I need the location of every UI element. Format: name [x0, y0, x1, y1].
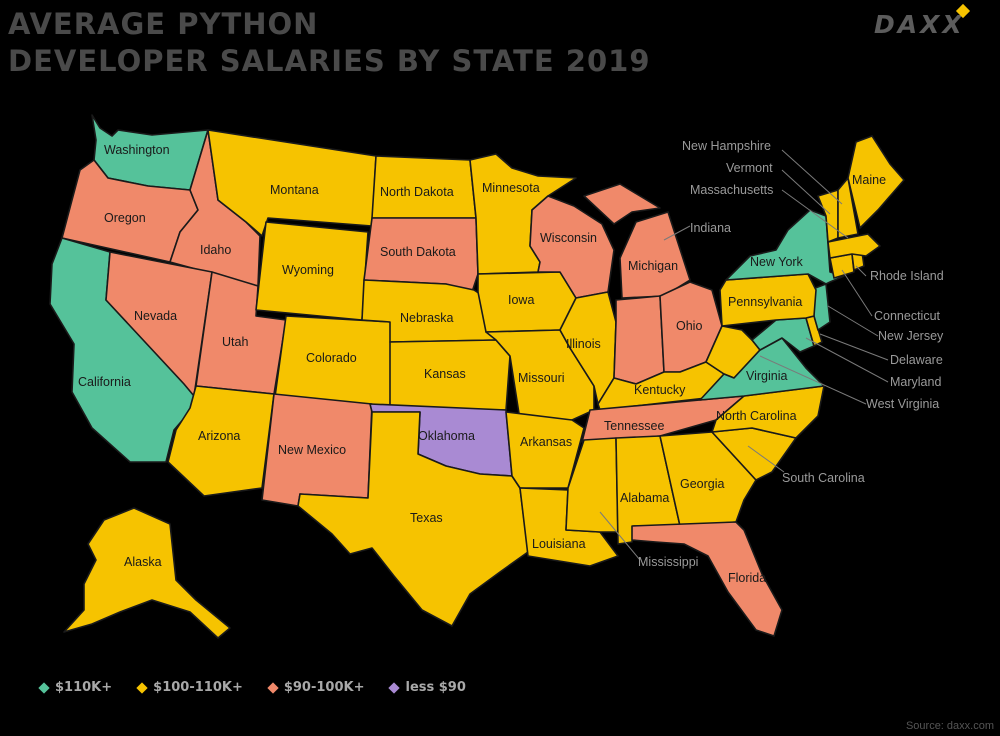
- label-missouri: Missouri: [518, 371, 565, 385]
- label-alabama: Alabama: [620, 491, 669, 505]
- state-florida[interactable]: [631, 521, 783, 637]
- label-maine: Maine: [852, 173, 886, 187]
- label-texas: Texas: [410, 511, 443, 525]
- label-wisconsin: Wisconsin: [540, 231, 597, 245]
- legend-label: $110K+: [55, 680, 113, 695]
- legend-item-less-90: less $90: [388, 680, 466, 695]
- label-pennsylvania: Pennsylvania: [728, 295, 802, 309]
- state-massachusetts[interactable]: [827, 233, 881, 259]
- label-ohio: Ohio: [676, 319, 702, 333]
- label-new-hampshire: New Hampshire: [682, 139, 771, 153]
- label-wyoming: Wyoming: [282, 263, 334, 277]
- label-illinois: Illinois: [566, 337, 601, 351]
- label-south-dakota: South Dakota: [380, 245, 456, 259]
- legend: $110K+ $100-110K+ $90-100K+ less $90: [38, 680, 466, 695]
- label-connecticut: Connecticut: [874, 309, 941, 323]
- legend-label: $90-100K+: [283, 680, 365, 695]
- source-credit: Source: daxx.com: [905, 720, 994, 732]
- map-title: AVERAGE PYTHON DEVELOPER SALARIES BY STA…: [8, 6, 651, 80]
- label-vermont: Vermont: [726, 161, 773, 175]
- daxx-logo: DAXX: [874, 3, 971, 40]
- label-delaware: Delaware: [890, 353, 943, 367]
- state-alaska[interactable]: [63, 507, 231, 639]
- label-michigan: Michigan: [628, 259, 678, 273]
- label-nebraska: Nebraska: [400, 311, 454, 325]
- legend-item-110k: $110K+: [38, 680, 113, 695]
- state-texas[interactable]: [297, 411, 529, 627]
- label-oklahoma: Oklahoma: [418, 429, 475, 443]
- legend-label: less $90: [405, 680, 466, 695]
- label-south-carolina: South Carolina: [782, 471, 865, 485]
- label-massachusetts: Massachusetts: [690, 183, 773, 197]
- label-oregon: Oregon: [104, 211, 146, 225]
- state-indiana[interactable]: [613, 295, 665, 385]
- label-alaska: Alaska: [124, 555, 162, 569]
- logo-text: DAXX: [874, 10, 965, 39]
- legend-swatch-icon: [38, 681, 50, 694]
- state-kansas[interactable]: [389, 339, 511, 411]
- title-line-1: AVERAGE PYTHON: [8, 7, 319, 41]
- label-mississippi: Mississippi: [638, 555, 698, 569]
- state-new-hampshire[interactable]: [837, 177, 859, 239]
- label-indiana: Indiana: [690, 221, 731, 235]
- state-vermont[interactable]: [817, 189, 839, 243]
- label-kentucky: Kentucky: [634, 383, 686, 397]
- label-kansas: Kansas: [424, 367, 466, 381]
- label-iowa: Iowa: [508, 293, 534, 307]
- label-arizona: Arizona: [198, 429, 240, 443]
- label-louisiana: Louisiana: [532, 537, 586, 551]
- label-west-virginia: West Virginia: [866, 397, 939, 411]
- title-line-2: DEVELOPER SALARIES BY STATE 2019: [8, 44, 651, 78]
- label-minnesota: Minnesota: [482, 181, 540, 195]
- label-washington: Washington: [104, 143, 170, 157]
- label-tennessee: Tennessee: [604, 419, 665, 433]
- label-new-york: New York: [750, 255, 804, 269]
- label-georgia: Georgia: [680, 477, 725, 491]
- label-rhode-island: Rhode Island: [870, 269, 944, 283]
- label-utah: Utah: [222, 335, 248, 349]
- label-new-jersey: New Jersey: [878, 329, 944, 343]
- legend-item-90-100k: $90-100K+: [267, 680, 365, 695]
- label-virginia: Virginia: [746, 369, 788, 383]
- label-maryland: Maryland: [890, 375, 941, 389]
- label-new-mexico: New Mexico: [278, 443, 346, 457]
- label-north-carolina: North Carolina: [716, 409, 797, 423]
- label-north-dakota: North Dakota: [380, 185, 454, 199]
- label-colorado: Colorado: [306, 351, 357, 365]
- label-idaho: Idaho: [200, 243, 231, 257]
- state-nevada[interactable]: [105, 251, 213, 397]
- label-montana: Montana: [270, 183, 319, 197]
- legend-swatch-icon: [136, 681, 148, 694]
- legend-swatch-icon: [267, 681, 279, 694]
- legend-item-100-110k: $100-110K+: [136, 680, 243, 695]
- legend-swatch-icon: [388, 681, 401, 694]
- legend-label: $100-110K+: [153, 680, 243, 695]
- state-maine[interactable]: [847, 135, 905, 229]
- label-california: California: [78, 375, 131, 389]
- label-florida: Florida: [728, 571, 766, 585]
- label-nevada: Nevada: [134, 309, 177, 323]
- label-arkansas: Arkansas: [520, 435, 572, 449]
